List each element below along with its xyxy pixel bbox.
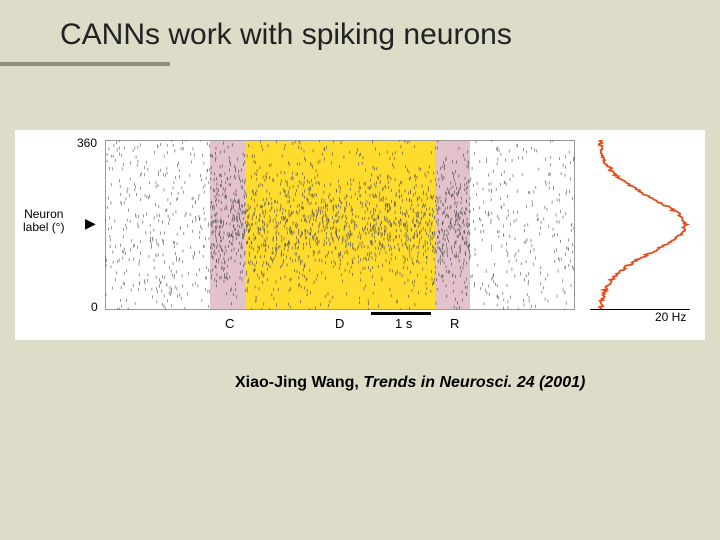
title-underline: [0, 62, 170, 66]
hz-label: 20 Hz: [655, 310, 686, 324]
page-title: CANNs work with spiking neurons: [60, 18, 512, 52]
citation: Xiao-Jing Wang, Trends in Neurosci. 24 (…: [235, 374, 585, 392]
ytick-360: 360: [77, 136, 97, 150]
xlabel-R: R: [450, 316, 459, 331]
ytick-0: 0: [91, 300, 98, 314]
ylabel-line1: Neuron: [24, 207, 63, 221]
tuning-curve: [590, 140, 690, 310]
figure-panel: Neuron label (°) ▶ 360 0 C D R 1 s 20 Hz: [15, 130, 705, 340]
y-axis-label: Neuron label (°): [23, 208, 64, 234]
scalebar-label: 1 s: [395, 316, 412, 331]
raster-plot: [105, 140, 575, 310]
pointer-icon: ▶: [85, 215, 96, 232]
xlabel-C: C: [225, 316, 234, 331]
ylabel-line2: label (°): [23, 220, 64, 234]
time-scalebar: [371, 312, 431, 315]
citation-author: Xiao-Jing Wang,: [235, 374, 363, 391]
xlabel-D: D: [335, 316, 344, 331]
citation-source: Trends in Neurosci. 24 (2001): [363, 374, 585, 391]
